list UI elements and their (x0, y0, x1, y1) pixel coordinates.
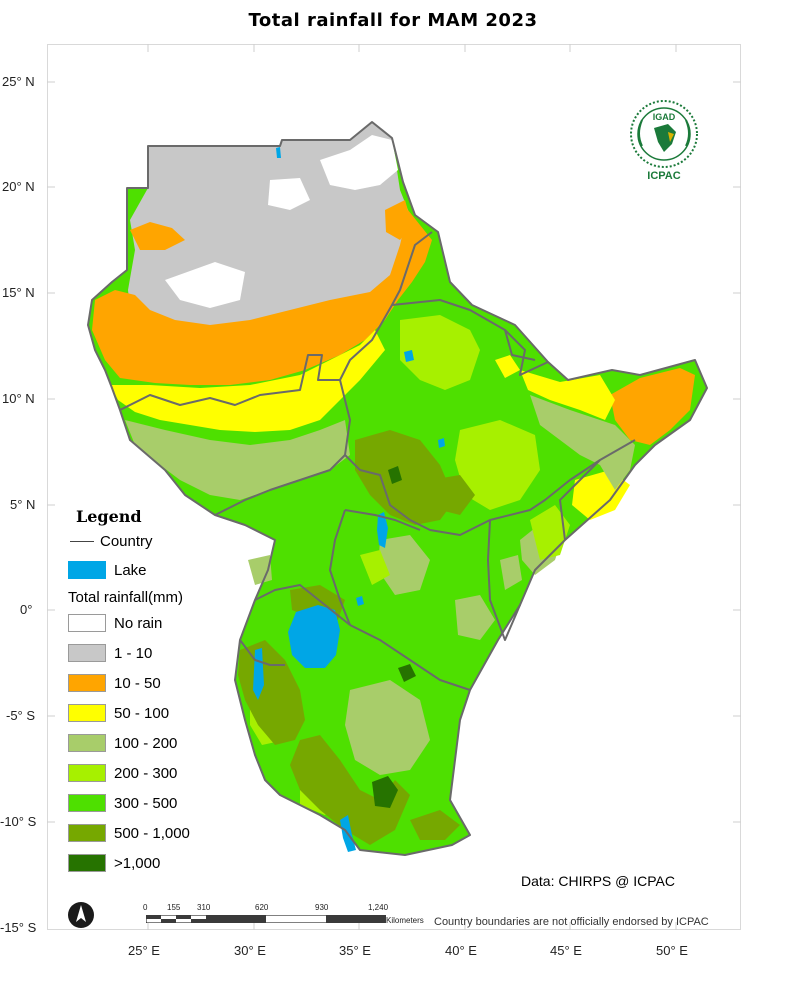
scale-tick-label: 155 (167, 903, 181, 912)
scale-tick-label: 620 (255, 903, 269, 912)
lat-label-5n: 5° N (10, 497, 36, 512)
map-title: Total rainfall for MAM 2023 (248, 10, 538, 31)
legend-class-label: 1 - 10 (114, 644, 153, 662)
legend-swatch (68, 644, 106, 662)
scale-tick-label: 930 (315, 903, 329, 912)
legend-class-row: 200 - 300 (68, 762, 177, 784)
country-line-icon (70, 540, 94, 542)
legend-class-row: >1,000 (68, 852, 160, 874)
legend-country-label: Country (100, 532, 153, 550)
legend-class-row: 1 - 10 (68, 642, 152, 664)
lat-label-15s: -15° S (0, 920, 37, 935)
legend-swatch (68, 704, 106, 722)
legend-class-row: 10 - 50 (68, 672, 161, 694)
lon-label-25e: 25° E (128, 943, 160, 958)
lat-label-20n: 20° N (2, 179, 35, 194)
legend-title: Legend (76, 507, 142, 526)
lon-label-35e: 35° E (339, 943, 371, 958)
legend-class-label: No rain (114, 614, 163, 632)
legend-swatch (68, 674, 106, 692)
legend-rainfall-title-row: Total rainfall(mm) (68, 586, 183, 608)
legend-class-label: 200 - 300 (114, 764, 178, 782)
scale-bar-graphic (146, 915, 386, 923)
scale-tick-label: 310 (197, 903, 211, 912)
legend-class-label: 500 - 1,000 (114, 824, 190, 842)
legend-country-row: Country (68, 530, 153, 552)
legend-swatch (68, 614, 106, 632)
lake-swatch (68, 561, 106, 579)
legend-class-row: No rain (68, 612, 162, 634)
legend-class-label: 300 - 500 (114, 794, 178, 812)
legend-class-row: 500 - 1,000 (68, 822, 190, 844)
legend-swatch (68, 734, 106, 752)
legend-swatch (68, 794, 106, 812)
data-credit: Data: CHIRPS @ ICPAC (521, 873, 675, 889)
lat-label-5s: -5° S (6, 708, 36, 723)
legend-class-row: 300 - 500 (68, 792, 177, 814)
igad-logo: IGAD ICPAC (624, 98, 704, 188)
logo-bottom-text: ICPAC (647, 170, 681, 182)
lat-label-0: 0° (20, 602, 33, 617)
lon-label-50e: 50° E (656, 943, 688, 958)
lon-label-30e: 30° E (234, 943, 266, 958)
lat-label-25n: 25° N (2, 74, 35, 89)
boundary-disclaimer: Country boundaries are not officially en… (434, 916, 709, 928)
legend-rainfall-title: Total rainfall(mm) (68, 588, 184, 606)
legend-class-label: >1,000 (114, 854, 161, 872)
legend-swatch (68, 854, 106, 872)
lon-label-40e: 40° E (445, 943, 477, 958)
legend-class-label: 10 - 50 (114, 674, 161, 692)
lat-label-15n: 15° N (2, 285, 35, 300)
lat-label-10s: -10° S (0, 814, 37, 829)
scale-bar: 0 155 310 620 930 1,240 Kilometers (140, 903, 440, 933)
igad-emblem-icon: IGAD (630, 100, 698, 168)
lat-label-10n: 10° N (2, 391, 35, 406)
legend-lake-row: Lake (68, 559, 147, 581)
legend-swatch (68, 824, 106, 842)
legend-class-row: 100 - 200 (68, 732, 177, 754)
north-arrow-icon (68, 902, 94, 928)
scale-unit-label: Kilometers (386, 916, 424, 925)
logo-top-text: IGAD (653, 112, 676, 122)
map-frame (47, 44, 741, 930)
lon-label-45e: 45° E (550, 943, 582, 958)
scale-tick-label: 0 (143, 903, 148, 912)
legend-class-label: 50 - 100 (114, 704, 170, 722)
legend-swatch (68, 764, 106, 782)
legend-class-row: 50 - 100 (68, 702, 169, 724)
scale-tick-label: 1,240 (368, 903, 389, 912)
legend-class-label: 100 - 200 (114, 734, 178, 752)
legend-lake-label: Lake (114, 561, 147, 579)
